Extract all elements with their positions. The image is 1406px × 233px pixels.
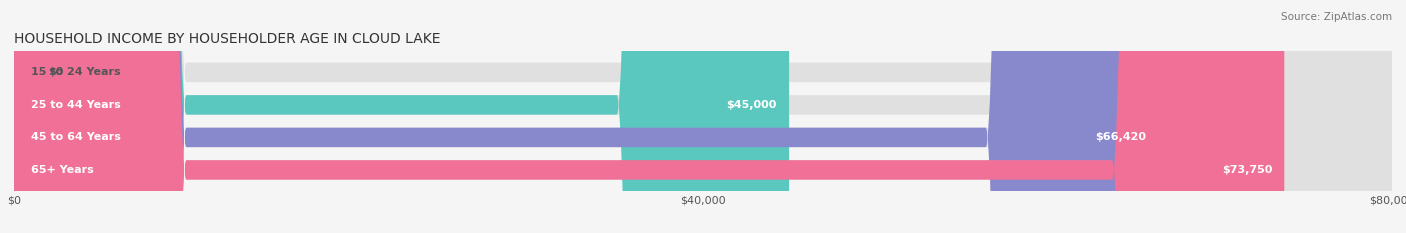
Text: 25 to 44 Years: 25 to 44 Years — [31, 100, 121, 110]
Text: $66,420: $66,420 — [1095, 132, 1146, 142]
FancyBboxPatch shape — [14, 0, 1392, 233]
Text: $73,750: $73,750 — [1222, 165, 1272, 175]
FancyBboxPatch shape — [14, 0, 1392, 233]
Text: $0: $0 — [48, 67, 63, 77]
FancyBboxPatch shape — [14, 0, 1392, 233]
Text: Source: ZipAtlas.com: Source: ZipAtlas.com — [1281, 12, 1392, 22]
FancyBboxPatch shape — [14, 0, 1392, 233]
Text: 65+ Years: 65+ Years — [31, 165, 94, 175]
Text: $45,000: $45,000 — [727, 100, 778, 110]
Text: 15 to 24 Years: 15 to 24 Years — [31, 67, 121, 77]
Text: 45 to 64 Years: 45 to 64 Years — [31, 132, 121, 142]
FancyBboxPatch shape — [14, 0, 1159, 233]
FancyBboxPatch shape — [14, 0, 789, 233]
FancyBboxPatch shape — [14, 0, 1284, 233]
Text: HOUSEHOLD INCOME BY HOUSEHOLDER AGE IN CLOUD LAKE: HOUSEHOLD INCOME BY HOUSEHOLDER AGE IN C… — [14, 32, 440, 46]
